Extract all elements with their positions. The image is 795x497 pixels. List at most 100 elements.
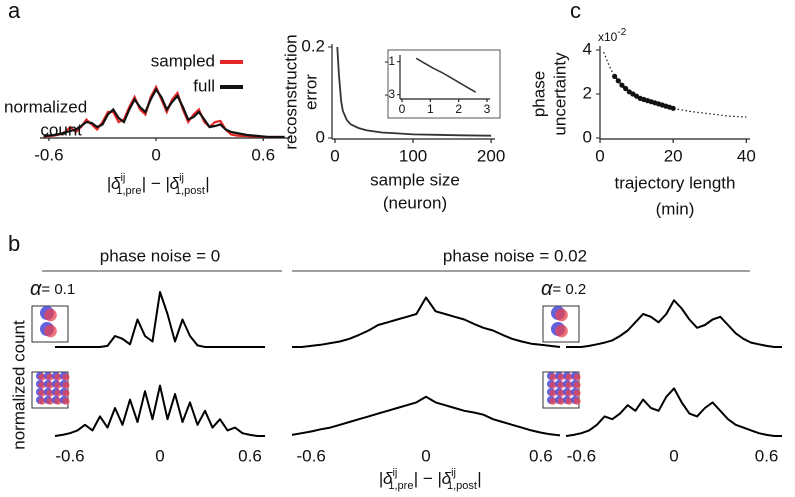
- x-tick-label: 0: [330, 146, 339, 165]
- y-tick-label: 2: [583, 83, 592, 102]
- y-tick-label: 0: [583, 127, 592, 146]
- pattern-dot: [38, 389, 46, 397]
- x-tick-label: 0.6: [251, 145, 275, 164]
- histogram-line: [566, 299, 782, 348]
- pattern-dot: [573, 397, 581, 405]
- y-axis-label: uncertainty: [550, 52, 569, 136]
- label-part: α: [30, 278, 42, 300]
- pattern-dot: [557, 389, 565, 397]
- point: [615, 78, 621, 84]
- x-tick-label: -0.6: [296, 446, 325, 465]
- series-line: [336, 46, 492, 137]
- panel-label: c: [570, 0, 581, 23]
- label-part: |δ: [107, 174, 121, 193]
- histogram-line: [54, 384, 265, 437]
- label-part: ij: [120, 172, 125, 184]
- series-line: [43, 87, 285, 139]
- pattern-dot: [46, 373, 54, 381]
- legend-label: full: [193, 76, 215, 95]
- pattern-dot: [573, 381, 581, 389]
- pattern-dot: [46, 381, 54, 389]
- label-part: = 0.1: [41, 281, 75, 298]
- inset-line: [415, 57, 477, 93]
- pattern-dot: [549, 397, 557, 405]
- histogram-line: [55, 291, 265, 348]
- pattern-dot: [44, 324, 57, 338]
- pattern-dot: [555, 308, 568, 322]
- y-axis-label: normalized: [4, 97, 87, 116]
- y-axis-label: normalized count: [9, 320, 28, 450]
- point: [623, 85, 629, 92]
- histogram-line: [292, 296, 561, 348]
- point: [619, 82, 625, 88]
- label-part: |: [477, 469, 481, 488]
- column-header: phase noise = 0.02: [443, 246, 587, 265]
- label-part: ij: [179, 172, 184, 184]
- pattern-dot: [54, 373, 62, 381]
- inset-frame: [387, 49, 501, 119]
- y-axis-label: phase: [529, 71, 548, 117]
- label-part: 1,post: [175, 185, 205, 197]
- point: [670, 105, 676, 111]
- points-line: [614, 75, 674, 110]
- alpha-label: α= 0.2: [541, 278, 586, 300]
- pattern-dot: [565, 389, 573, 397]
- x-tick-label: 0.6: [529, 446, 553, 465]
- pattern-dot: [62, 397, 70, 405]
- x-tick-label: 0: [155, 446, 164, 465]
- pattern-dot: [557, 397, 565, 405]
- label-part: -2: [617, 27, 626, 38]
- pattern-dot: [38, 373, 46, 381]
- pattern-dot: [557, 381, 565, 389]
- pattern-dot: [44, 308, 57, 322]
- pattern-dot: [557, 373, 565, 381]
- legend-label: sampled: [151, 51, 215, 70]
- label-part: 1,pre: [116, 185, 141, 197]
- label-part: |: [205, 174, 209, 193]
- pattern-dot: [54, 397, 62, 405]
- x-tick-label: -0.6: [55, 446, 84, 465]
- panel-label: b: [8, 231, 20, 256]
- y-axis-label: error: [301, 74, 320, 110]
- y-tick-label: 0.2: [301, 36, 325, 55]
- pattern-dot: [62, 373, 70, 381]
- pattern-dot: [46, 397, 54, 405]
- pattern-dot: [46, 389, 54, 397]
- y-axis-label: recosnstruction: [281, 34, 300, 149]
- label-part: = 0.2: [552, 281, 586, 298]
- pattern-dot: [549, 389, 557, 397]
- y-axis-label: count: [40, 120, 82, 139]
- x-tick-label: 0.6: [755, 446, 779, 465]
- x-tick-label: 40: [737, 146, 756, 165]
- x-tick-label: 0: [421, 446, 430, 465]
- x-axis-label: |δij 1,pre| − |δij 1,post|: [379, 467, 482, 492]
- alpha-label: α= 0.1: [30, 278, 75, 300]
- inset-y-tick-label: -1: [384, 54, 395, 68]
- x-tick-label: -0.6: [34, 145, 63, 164]
- pattern-dot: [555, 324, 568, 338]
- label-part: α: [541, 278, 553, 300]
- pattern-dot: [573, 373, 581, 381]
- histogram-line: [565, 387, 782, 437]
- panel-label: a: [8, 0, 21, 23]
- x-tick-label: 200: [477, 146, 505, 165]
- pattern-dot: [62, 381, 70, 389]
- pattern-dot: [549, 381, 557, 389]
- pattern-dot: [573, 389, 581, 397]
- inset-x-tick-label: 0: [399, 102, 406, 116]
- x-tick-label: 0: [595, 146, 604, 165]
- label-part: 1,pre: [388, 480, 413, 492]
- pattern-dot: [62, 389, 70, 397]
- label-part: | − |δ: [413, 469, 451, 488]
- pattern-dot: [38, 381, 46, 389]
- inset-x-tick-label: 2: [455, 102, 462, 116]
- pattern-dot: [54, 381, 62, 389]
- x-axis-label: trajectory length: [615, 173, 736, 192]
- histogram-line: [291, 395, 561, 437]
- pattern-dot: [549, 373, 557, 381]
- label-part: |δ: [379, 469, 393, 488]
- pattern-dot: [54, 389, 62, 397]
- y-tick-label: 0: [316, 127, 325, 146]
